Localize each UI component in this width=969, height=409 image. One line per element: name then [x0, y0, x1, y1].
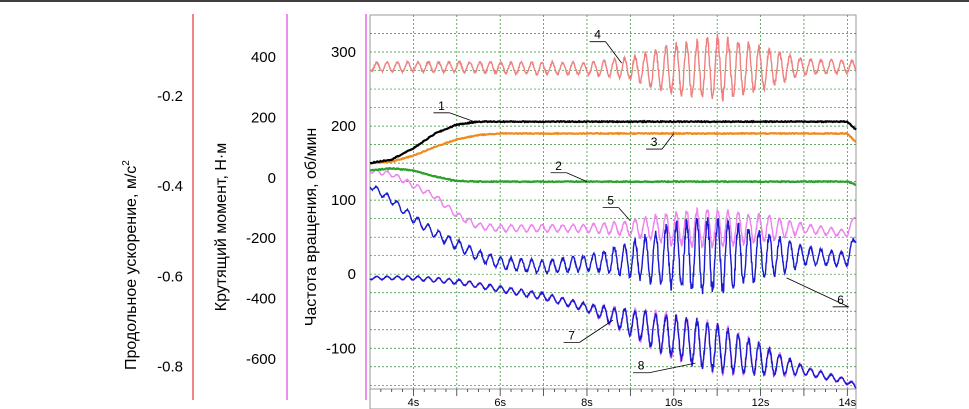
callout-leader: [661, 133, 675, 150]
accel-tick-label: -0.4: [157, 178, 183, 195]
x-axis: 4s 6s 8s 10s 12s 14s: [380, 389, 857, 409]
series-4-label: 4: [594, 28, 601, 42]
accel-tick-label: -0.2: [157, 88, 183, 105]
series-8-line: [369, 274, 857, 389]
x-axis-band: [369, 388, 857, 409]
callout-leader: [648, 362, 696, 374]
series-2-line: [369, 166, 857, 187]
rpm-tick-label: 300: [331, 44, 356, 61]
x-tick-label: 12s: [752, 397, 770, 409]
callout-leader: [449, 112, 475, 123]
y-axes: -0.2 -0.4 -0.6 -0.8 400 200 0 -200 -400 -600 300 20…: [157, 44, 356, 375]
series-4-line: [369, 33, 857, 102]
torque-tick-label: -400: [246, 291, 276, 308]
callout-leader: [579, 319, 614, 343]
series-6-line: [369, 184, 857, 295]
series-2-label: 2: [555, 159, 562, 173]
callouts: 1 2 3 4 5 6 7 8: [433, 28, 849, 374]
series-8-label: 8: [638, 359, 645, 373]
torque-axis-title: Крутящий момент, Н·м: [213, 143, 230, 311]
series-5-line: [369, 168, 856, 249]
series-7-label: 7: [568, 328, 575, 342]
torque-tick-label: -600: [246, 351, 276, 368]
x-tick-label: 4s: [408, 397, 420, 409]
accel-tick-label: -0.6: [157, 268, 183, 285]
series-5-label: 5: [607, 194, 614, 208]
torque-tick-label: -200: [246, 230, 276, 247]
torque-tick-label: 400: [251, 49, 276, 66]
x-tick-label: 14s: [838, 397, 856, 409]
torque-tick-label: 0: [268, 170, 276, 187]
series-3-line: [369, 131, 857, 165]
callout-leader: [618, 207, 631, 222]
rpm-axis-title: Частота вращения, об/мин: [303, 128, 320, 327]
torque-tick-label: 200: [251, 110, 276, 127]
rpm-tick-label: 100: [331, 192, 356, 209]
accel-axis-title: Продольное ускорение, м/с2: [121, 160, 140, 370]
x-tick-label: 6s: [494, 397, 506, 409]
series-6-label: 6: [837, 293, 844, 307]
series-1-label: 1: [438, 99, 445, 113]
callout-leader: [566, 172, 588, 183]
series-3-label: 3: [651, 135, 658, 149]
rpm-tick-label: 0: [348, 266, 356, 283]
callout-leader: [605, 41, 622, 64]
x-tick-label: 8s: [581, 397, 593, 409]
series-layer: [369, 33, 857, 389]
series-1-line: [369, 119, 857, 165]
rpm-tick-label: 200: [331, 118, 356, 135]
callout-leader: [786, 277, 849, 308]
x-tick-label: 10s: [665, 397, 683, 409]
accel-tick-label: -0.8: [157, 358, 183, 375]
rpm-tick-label: -100: [326, 340, 356, 357]
